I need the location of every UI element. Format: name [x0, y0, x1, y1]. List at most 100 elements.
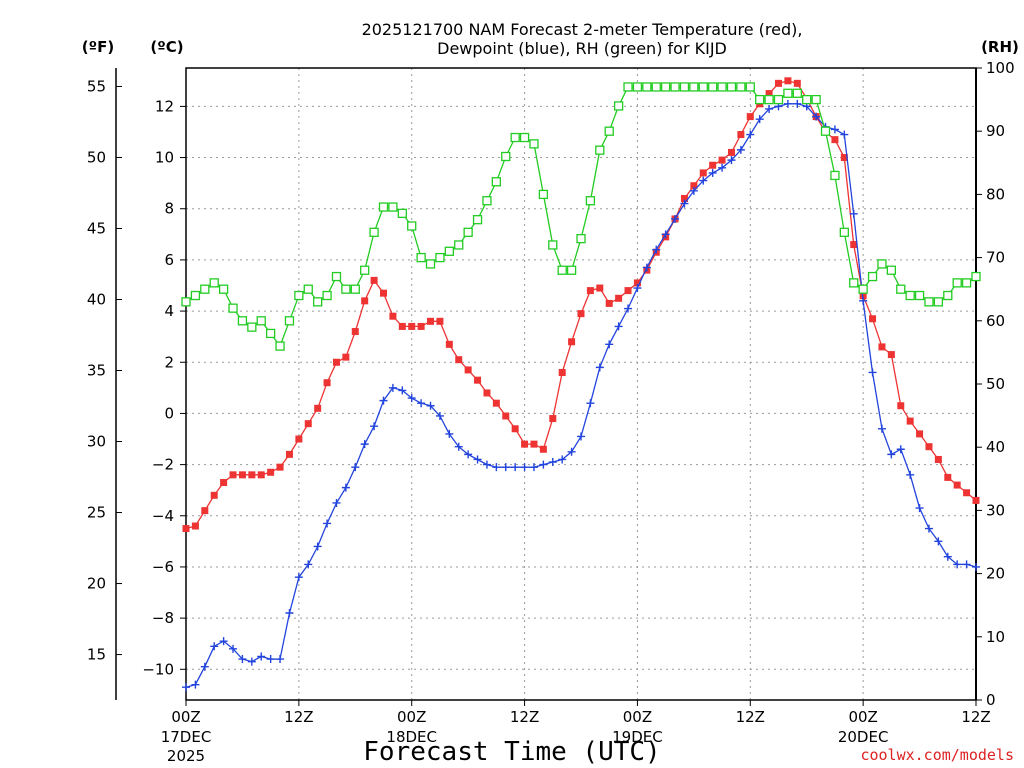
temperature-point [568, 338, 576, 346]
fahrenheit-tick-label: 55 [87, 77, 106, 95]
rh-point [802, 94, 812, 105]
rh-point [698, 82, 708, 92]
temperature-point [389, 312, 397, 320]
rh-point [811, 94, 821, 105]
rh-point [642, 82, 652, 92]
rh-point [491, 177, 502, 187]
rh-tick-label: 40 [986, 438, 1005, 456]
dewpoint-point [934, 537, 943, 546]
rh-point [971, 271, 981, 282]
dewpoint-point [501, 463, 510, 472]
dewpoint-point [257, 652, 266, 661]
temperature-point [342, 353, 350, 361]
x-tick-label: 00Z [171, 708, 200, 726]
chart-title-line1: 2025121700 NAM Forecast 2-meter Temperat… [362, 20, 803, 39]
rh-point [745, 82, 755, 92]
celsius-tick-label: −6 [152, 558, 174, 576]
dewpoint-point [539, 460, 548, 469]
rh-point [350, 284, 360, 294]
celsius-tick-label: 0 [164, 404, 174, 422]
temperature-point [285, 450, 293, 458]
rh-point [369, 227, 379, 237]
rh-point [454, 240, 464, 250]
rh-tick-label: 70 [986, 249, 1005, 267]
x-date-label: 19DEC [612, 728, 663, 746]
x-tick-label: 12Z [736, 708, 765, 726]
rh-point [660, 82, 671, 92]
temperature-point [558, 368, 566, 376]
rh-point [341, 284, 351, 294]
dewpoint-point [859, 296, 868, 305]
rh-unit-label: (RH) [981, 38, 1019, 56]
rh-point [924, 297, 934, 307]
rh-point [538, 189, 549, 200]
rh-point [717, 82, 727, 92]
rh-point [867, 271, 878, 282]
dewpoint-point [360, 440, 369, 449]
dewpoint-point [783, 99, 792, 108]
rh-point [623, 82, 633, 92]
dewpoint-point [200, 662, 209, 671]
temperature-point [436, 317, 444, 325]
dewpoint-point [182, 683, 190, 692]
temperature-point [361, 297, 369, 305]
dewpoint-point [445, 429, 454, 438]
rh-point [764, 94, 774, 105]
temperature-point [709, 161, 717, 169]
x-tick-label: 12Z [510, 708, 539, 726]
dewpoint-point [435, 411, 444, 420]
dewpoint-point [577, 432, 585, 441]
dewpoint-point [304, 560, 313, 569]
rh-point [961, 278, 972, 288]
rh-tick-label: 20 [986, 565, 1005, 583]
fahrenheit-tick-label: 15 [87, 646, 106, 664]
rh-point [190, 290, 201, 301]
rh-point [303, 284, 313, 294]
rh-line [185, 86, 977, 348]
rh-point [896, 284, 906, 294]
rh-point [228, 303, 238, 313]
rh-point [736, 82, 746, 92]
celsius-tick-label: −8 [152, 609, 174, 627]
rh-point [435, 252, 445, 263]
temperature-point [483, 389, 491, 397]
rh-point [397, 208, 407, 219]
rh-point [444, 246, 454, 256]
rh-point [501, 151, 511, 162]
rh-tick-label: 50 [986, 375, 1005, 393]
temperature-point [314, 404, 322, 412]
temperature-point [276, 463, 284, 471]
rh-point [378, 202, 389, 212]
temperature-point [699, 169, 707, 177]
dewpoint-point [887, 450, 896, 459]
fahrenheit-tick-label: 25 [87, 504, 106, 522]
temperature-point [370, 276, 378, 284]
temperature-point [737, 131, 745, 139]
temperature-point [210, 491, 218, 499]
dewpoint-point [953, 560, 962, 569]
dewpoint-point [605, 340, 614, 349]
dewpoint-point [765, 104, 774, 113]
celsius-tick-label: 2 [164, 353, 174, 371]
dewpoint-point [755, 115, 764, 124]
celsius-tick-label: 4 [164, 302, 174, 320]
rh-point [632, 82, 643, 92]
dewpoint-point [849, 209, 858, 218]
rh-point [689, 82, 699, 92]
rh-tick-label: 90 [986, 122, 1005, 140]
dewpoint-point [661, 230, 670, 239]
dewpoint-point [586, 399, 595, 408]
dewpoint-point [680, 199, 689, 208]
dewpoint-point [464, 450, 473, 459]
celsius-tick-label: −4 [152, 507, 174, 525]
rh-point [755, 94, 765, 105]
rh-point [331, 271, 342, 282]
dewpoint-point [699, 176, 708, 185]
dewpoint-point [595, 363, 604, 372]
temperature-point [549, 415, 557, 423]
rh-point [482, 196, 492, 206]
temperature-point [775, 79, 782, 87]
x-tick-label: 12Z [961, 708, 990, 726]
temperature-point [511, 425, 519, 433]
